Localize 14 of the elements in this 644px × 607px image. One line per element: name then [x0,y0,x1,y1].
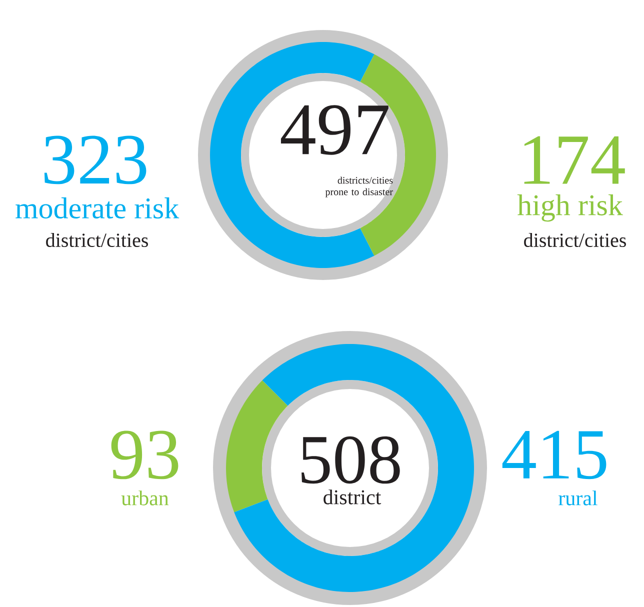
data-label: 93 [111,430,178,480]
text: district/cities [524,232,626,248]
text: 508 [302,436,400,484]
slice-label: urban [121,490,169,506]
data-label: 174 [524,136,625,184]
text: district/cities [46,232,148,248]
slice-label: high risk [517,194,623,222]
data-label: 323 [44,136,146,184]
text: 497 [280,105,388,155]
slice-label: moderate risk [16,197,180,219]
text: districts/cities prone to disaster [325,176,393,198]
text: district [324,490,382,504]
data-label: 415 [502,430,606,480]
slice-label: rural [558,490,598,506]
